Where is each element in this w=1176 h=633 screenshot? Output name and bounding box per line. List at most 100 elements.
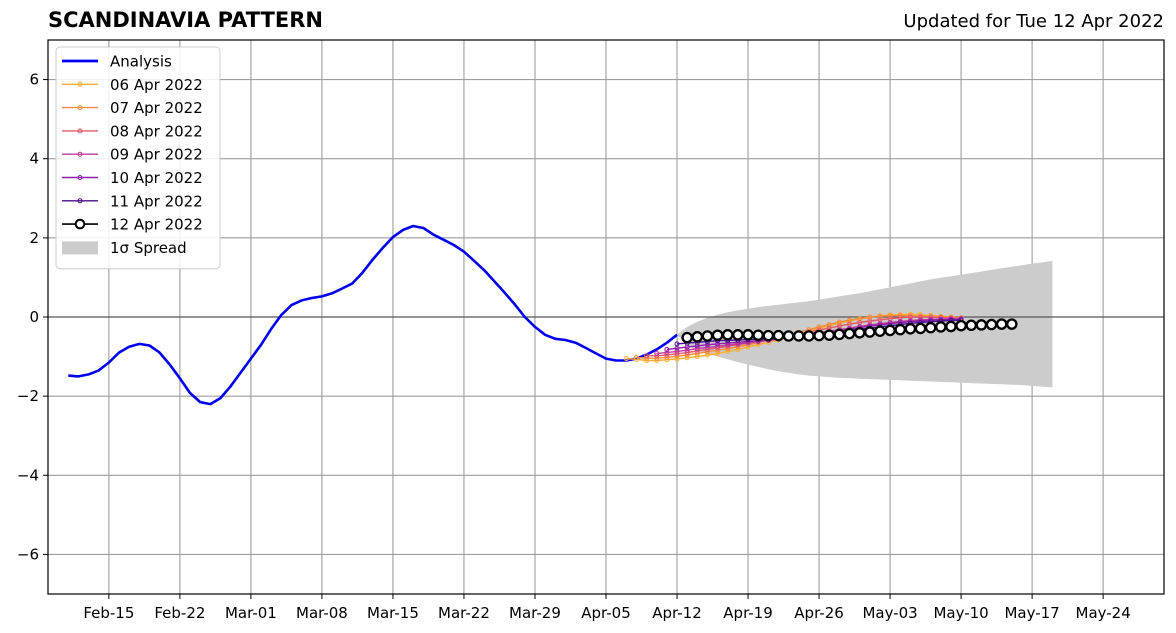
forecast-point <box>694 346 700 352</box>
latest-forecast-point <box>894 323 906 336</box>
forecast-point <box>654 350 660 356</box>
legend-label: 11 Apr 2022 <box>110 192 203 210</box>
x-tick-label: Mar-15 <box>367 604 419 622</box>
forecast-point <box>664 350 670 356</box>
legend-label: 1σ Spread <box>110 239 187 257</box>
latest-forecast-point <box>762 329 775 342</box>
latest-forecast-point <box>864 326 876 338</box>
x-tick-label: May-24 <box>1076 604 1131 622</box>
x-tick-label: May-10 <box>933 604 988 622</box>
chart-title: SCANDINAVIA PATTERN <box>48 8 323 32</box>
latest-forecast-point <box>691 331 704 343</box>
latest-forecast-point <box>742 329 754 341</box>
latest-forecast-point <box>732 329 744 341</box>
forecast-point <box>816 324 822 330</box>
latest-forecast-point <box>1006 318 1018 330</box>
y-tick-label: 6 <box>29 71 39 89</box>
spread-band <box>677 260 1053 388</box>
legend-label: 12 Apr 2022 <box>110 216 203 234</box>
forecast-point <box>684 355 690 361</box>
latest-forecast-point <box>975 319 988 331</box>
legend: Analysis 06 Apr 2022 07 Apr 2022 08 Apr 202… <box>55 46 221 270</box>
latest-forecast-point <box>793 330 805 342</box>
y-tick-label: −4 <box>17 466 39 484</box>
forecast-point <box>704 344 710 350</box>
plot-area: Feb-15 Feb-22 Mar-01 Mar-08 Mar-15 Mar-22 Mar-… <box>17 39 1165 622</box>
legend-marker <box>77 198 83 204</box>
latest-forecast-point <box>914 322 927 335</box>
latest-forecast-point <box>772 329 785 342</box>
latest-forecast-point <box>721 329 734 341</box>
forecast-point <box>654 353 660 359</box>
legend-marker <box>77 128 83 134</box>
data-layer <box>48 224 1164 406</box>
forecast-point <box>704 342 710 348</box>
forecast-point <box>715 350 721 356</box>
latest-forecast-point <box>965 319 977 332</box>
latest-forecast-point <box>701 330 714 342</box>
latest-forecast-point <box>711 329 724 341</box>
latest-forecast-point <box>874 325 886 337</box>
legend-label: 07 Apr 2022 <box>110 99 203 117</box>
legend-marker <box>77 175 83 180</box>
forecast-point <box>715 341 721 347</box>
legend-marker <box>74 218 86 230</box>
forecast-point <box>674 348 680 354</box>
forecast-point <box>633 354 639 360</box>
x-tick-label: Feb-22 <box>154 604 205 622</box>
latest-forecast-point <box>853 327 866 339</box>
legend-marker <box>77 105 83 111</box>
latest-forecast-point <box>752 329 764 341</box>
y-tick-label: 0 <box>29 308 39 326</box>
x-tick-label: Mar-22 <box>438 604 490 622</box>
latest-forecast-point <box>823 329 835 341</box>
legend-marker <box>77 151 83 157</box>
legend-label: Analysis <box>110 53 172 71</box>
forecast-point <box>674 356 680 362</box>
x-tick-label: Apr-19 <box>723 604 773 622</box>
latest-forecast-point <box>681 331 693 344</box>
forecast-point <box>644 353 650 359</box>
y-tick-label: 4 <box>29 150 39 168</box>
latest-forecast-point <box>782 330 795 342</box>
x-tick-label: May-17 <box>1004 604 1059 622</box>
forecast-point <box>674 341 680 347</box>
y-tick-label: −2 <box>17 387 39 405</box>
x-tick-label: Mar-08 <box>296 604 348 622</box>
plot-frame <box>47 39 1165 595</box>
latest-forecast-point <box>843 327 856 340</box>
forecast-point <box>735 346 741 352</box>
latest-forecast-point <box>803 330 815 342</box>
x-tick-label: Apr-05 <box>581 604 631 622</box>
latest-forecast-point <box>945 320 957 333</box>
latest-forecast-point <box>955 319 967 332</box>
latest-forecast-point <box>884 324 896 337</box>
legend-label: 09 Apr 2022 <box>110 146 203 164</box>
x-tick-label: Mar-01 <box>225 604 277 622</box>
x-tick-label: Apr-12 <box>652 604 702 622</box>
legend-box <box>55 46 221 270</box>
latest-forecast-point <box>935 321 947 333</box>
legend-marker <box>77 81 83 87</box>
forecast-point <box>623 356 629 362</box>
x-tick-label: Mar-29 <box>509 604 561 622</box>
forecast-point <box>725 348 731 354</box>
forecast-point <box>664 346 670 352</box>
x-tick-label: Feb-15 <box>83 604 134 622</box>
legend-label: 08 Apr 2022 <box>110 122 203 140</box>
x-tick-label: May-03 <box>862 604 917 622</box>
forecast-point <box>704 352 710 358</box>
latest-forecast-point <box>995 318 1008 330</box>
analysis-line <box>68 224 678 406</box>
legend-handle-spread <box>62 241 98 255</box>
forecast-point <box>694 354 700 360</box>
forecast-point <box>684 347 690 353</box>
latest-forecast-point <box>904 323 917 335</box>
forecast-point <box>725 340 731 346</box>
latest-forecast-point <box>833 328 846 341</box>
y-tick-label: −6 <box>17 545 39 563</box>
forecast-point <box>644 355 650 361</box>
y-tick-label: 2 <box>29 229 39 247</box>
legend-label: 10 Apr 2022 <box>110 169 203 187</box>
legend-label: 06 Apr 2022 <box>110 76 203 94</box>
